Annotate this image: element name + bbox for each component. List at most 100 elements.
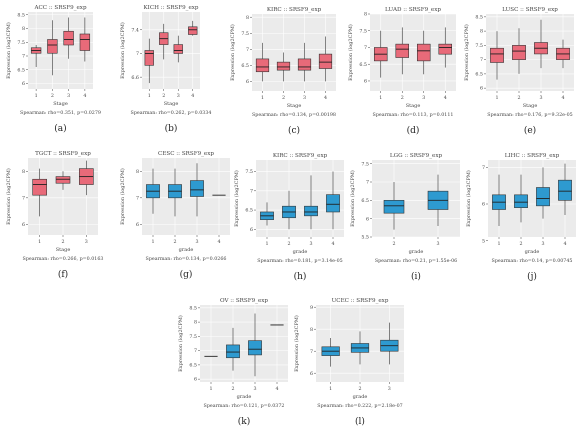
- box-1: [146, 168, 160, 214]
- x-tick-label: 3: [85, 239, 88, 245]
- y-tick-label: 7: [246, 47, 249, 53]
- box-body: [383, 200, 405, 214]
- panel-title: CESC :: SRSF9_exp: [158, 151, 214, 157]
- y-axis-label: Expression (log2CPM): [349, 170, 356, 227]
- x-axis-label: Stage: [56, 247, 71, 253]
- y-tick-label: 6: [22, 81, 25, 87]
- box-1: [30, 45, 42, 67]
- x-axis-label: grade: [293, 249, 308, 255]
- x-tick-label: 1: [261, 95, 264, 101]
- y-axis-label: Expression (log2CPM): [119, 168, 126, 225]
- y-tick-label: 8: [22, 26, 25, 32]
- y-tick-label: 7.5: [17, 40, 25, 46]
- box-4: [188, 20, 198, 36]
- x-tick-label: 1: [148, 93, 151, 99]
- box-1: [492, 174, 506, 226]
- y-tick-label: 8: [22, 169, 25, 175]
- y-tick-label: 6: [482, 202, 485, 208]
- x-tick-label: 2: [51, 93, 54, 99]
- panel-label: (b): [165, 123, 178, 134]
- panel-label: (i): [411, 271, 421, 282]
- x-tick-label: 2: [173, 239, 176, 245]
- box-4: [558, 163, 572, 215]
- box-body: [438, 43, 452, 55]
- box-body: [416, 43, 431, 62]
- box-3: [534, 19, 548, 69]
- box-body: [144, 50, 154, 66]
- y-tick-label: 6.5: [359, 62, 367, 68]
- y-tick-label: 6: [194, 377, 197, 383]
- box-body: [304, 205, 318, 217]
- box-4: [438, 27, 452, 68]
- box-body: [47, 39, 58, 54]
- y-tick-label: 8.5: [475, 14, 483, 20]
- box-2: [350, 331, 370, 365]
- panel-label: (a): [54, 123, 66, 134]
- y-tick-label: 6: [136, 222, 139, 228]
- y-tick-label: 7: [482, 165, 485, 171]
- x-tick-label: 4: [217, 239, 220, 245]
- box-3: [427, 174, 449, 226]
- y-tick-label: 8.5: [17, 12, 25, 18]
- x-tick-label: 3: [195, 239, 198, 245]
- y-tick-label: 6.5: [17, 67, 25, 73]
- box-4: [318, 36, 333, 82]
- box-body: [173, 44, 183, 54]
- panel-title: LIHC :: SRSF9_exp: [505, 153, 560, 159]
- y-tick-label: 7: [250, 188, 253, 194]
- x-tick-label: 1: [38, 239, 41, 245]
- x-tick-label: 2: [392, 241, 395, 247]
- x-tick-label: 2: [519, 241, 522, 247]
- y-tick-label: 7: [364, 45, 367, 51]
- box-4: [79, 17, 91, 62]
- x-tick-label: 4: [331, 241, 334, 247]
- box-body: [63, 30, 74, 46]
- panel-label: (h): [294, 271, 307, 282]
- box-2: [282, 190, 296, 230]
- y-axis-label: Expression (log2CPM): [5, 22, 12, 79]
- x-tick-label: 2: [61, 239, 64, 245]
- x-axis-label: grade: [237, 394, 252, 400]
- panel-label: (f): [58, 269, 68, 280]
- y-tick-label: 6: [250, 227, 253, 233]
- x-tick-label: 1: [495, 95, 498, 101]
- box-2: [168, 168, 182, 217]
- panel-title: UCEC :: SRSF9_exp: [332, 298, 389, 304]
- box-3: [536, 167, 550, 219]
- x-axis-label: grade: [353, 394, 368, 400]
- box-1: [255, 42, 270, 82]
- box-1: [260, 202, 274, 226]
- box-body: [248, 340, 262, 356]
- panel-title: KIRC :: SRSF9_exp: [273, 153, 328, 159]
- box-2: [226, 327, 240, 371]
- stat-annotation: Spearman: rho=0.181, p=3.14e-05: [257, 258, 342, 264]
- stat-annotation: Spearman: rho=0.134, p=0.0266: [146, 256, 227, 262]
- y-tick-label: 6: [364, 79, 367, 85]
- box-2: [395, 27, 409, 75]
- box-4: [326, 171, 340, 230]
- box-2: [55, 171, 71, 190]
- y-tick-label: 7: [136, 195, 139, 201]
- plot-background: [200, 305, 288, 382]
- x-tick-label: 4: [444, 95, 447, 101]
- x-tick-label: 1: [209, 386, 212, 392]
- y-tick-label: 7.5: [245, 169, 253, 175]
- y-tick-label: 5.5: [361, 235, 369, 241]
- box-1: [373, 30, 388, 78]
- panel-title: ACC :: SRSF9_exp: [33, 5, 87, 11]
- x-axis-label: Stage: [164, 101, 179, 107]
- y-axis-label: Expression (log2CPM): [119, 22, 126, 79]
- box-2: [514, 174, 528, 223]
- x-tick-label: 1: [151, 239, 154, 245]
- panel-label: (c): [288, 125, 300, 136]
- y-tick-label: 6: [366, 216, 369, 222]
- panel-title: KIRC :: SRSF9_exp: [267, 7, 322, 13]
- box-3: [304, 175, 318, 230]
- y-tick-label: 6.5: [475, 71, 483, 77]
